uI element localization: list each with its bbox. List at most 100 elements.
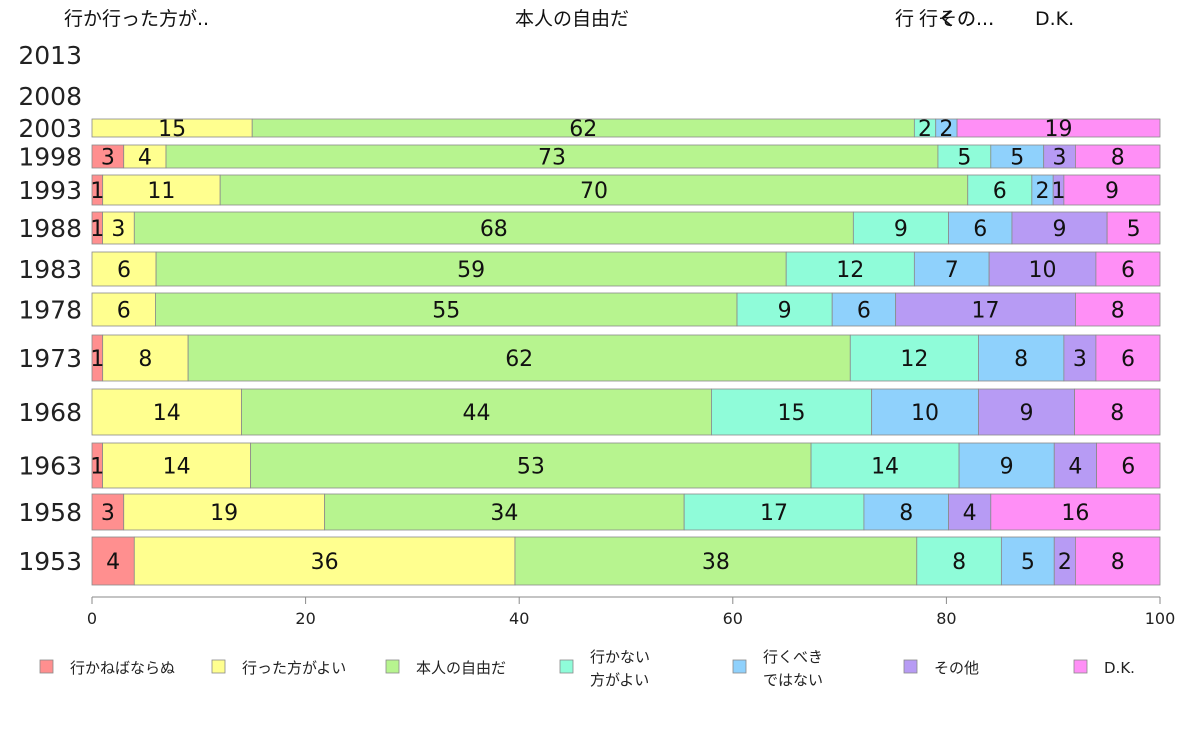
segment-value-label: 8 <box>1110 401 1124 426</box>
bar-segment <box>102 211 135 245</box>
segment-value-label: 2 <box>1058 550 1072 575</box>
x-tick-label: 0 <box>87 609 97 628</box>
segment-labels: 15 62 2 2 193 4 73 5 5 3 81 11 70 6 2 1 91 3 68 9 6 9 56 59 12 7 1… <box>90 117 1140 575</box>
bar-segment <box>187 334 851 382</box>
year-label: 1978 <box>18 296 82 325</box>
segment-value-label: 17 <box>972 299 1000 324</box>
segment-value-label: 19 <box>210 501 238 526</box>
segment-value-label: 4 <box>106 550 120 575</box>
bar-segment <box>155 251 787 287</box>
year-label: 1998 <box>18 143 82 172</box>
legend-swatch <box>903 659 918 674</box>
header-label: その... <box>938 8 994 30</box>
segment-value-label: 36 <box>311 550 339 575</box>
bar-segment <box>849 334 979 382</box>
x-tick-label: 40 <box>509 609 529 628</box>
year-label: 1963 <box>18 452 82 481</box>
legend-label: 行かない <box>590 648 650 666</box>
segment-value-label: 10 <box>911 401 939 426</box>
header-label: 本人の自由だ <box>515 8 629 30</box>
segment-value-label: 9 <box>894 217 908 242</box>
segment-value-label: 15 <box>158 117 186 142</box>
bar-segment <box>948 493 992 531</box>
legend-swatch <box>385 659 400 674</box>
bar-segment <box>1075 144 1161 169</box>
bar-segment <box>978 388 1075 436</box>
segment-value-label: 16 <box>1061 501 1089 526</box>
segment-value-label: 8 <box>1014 347 1028 372</box>
segment-value-label: 9 <box>778 299 792 324</box>
bar-segment <box>1095 251 1161 287</box>
bar-segment <box>916 536 1002 586</box>
segment-value-label: 3 <box>101 146 115 171</box>
header-label: 行 <box>895 8 914 30</box>
segment-value-label: 6 <box>117 299 131 324</box>
segment-value-label: 11 <box>147 179 175 204</box>
legend-swatch <box>39 659 54 674</box>
header-label: 行くの... <box>919 8 994 30</box>
segment-value-label: 14 <box>163 455 191 480</box>
legend-label: その他 <box>934 659 979 677</box>
bar-segment <box>91 388 242 436</box>
bar-segment <box>895 292 1076 327</box>
segment-value-label: 5 <box>957 146 971 171</box>
bar-segment <box>1063 334 1097 382</box>
segment-value-label: 9 <box>1020 401 1034 426</box>
segment-value-label: 2 <box>1036 179 1050 204</box>
bar-segment <box>241 388 712 436</box>
segment-value-label: 17 <box>760 501 788 526</box>
bar-segment <box>1106 211 1161 245</box>
bar-segment <box>810 442 960 489</box>
segment-value-label: 2 <box>918 117 932 142</box>
segment-value-label: 4 <box>963 501 977 526</box>
segment-value-label: 1 <box>90 455 104 480</box>
segment-value-label: 9 <box>1105 179 1119 204</box>
bar-segment <box>967 174 1033 206</box>
legend-swatch <box>211 659 226 674</box>
segment-value-label: 14 <box>153 401 181 426</box>
year-label: 1983 <box>18 255 82 284</box>
x-axis: 0 20 40 60 80 100 <box>87 596 1175 628</box>
segment-value-label: 6 <box>1121 258 1135 283</box>
bar-segment <box>785 251 915 287</box>
year-label: 2013 <box>18 41 82 70</box>
bar-segment <box>102 442 252 489</box>
bar-segment <box>1096 442 1161 489</box>
x-tick-label: 60 <box>723 609 743 628</box>
bar-segment <box>102 174 221 206</box>
bar-segment <box>219 174 969 206</box>
segment-value-label: 6 <box>117 258 131 283</box>
legend-label: 行くべき <box>763 648 823 666</box>
x-tick-label: 80 <box>936 609 956 628</box>
bar-segment <box>956 118 1161 138</box>
segment-value-label: 70 <box>580 179 608 204</box>
legend-label: 行かねばならぬ <box>70 659 175 677</box>
segment-value-label: 7 <box>945 258 959 283</box>
segment-value-label: 6 <box>993 179 1007 204</box>
year-label: 1958 <box>18 498 82 527</box>
bar-segment <box>948 211 1013 245</box>
segment-value-label: 10 <box>1029 258 1057 283</box>
segment-value-label: 1 <box>90 347 104 372</box>
bar-segment <box>155 292 738 327</box>
segment-value-label: 8 <box>138 347 152 372</box>
segment-value-label: 4 <box>1068 455 1082 480</box>
segment-value-label: 6 <box>1121 347 1135 372</box>
year-label: 2003 <box>18 114 82 143</box>
segment-value-label: 3 <box>1073 347 1087 372</box>
legend-swatch <box>559 659 574 674</box>
bar-segment <box>91 251 157 287</box>
header-label: D.K. <box>1035 8 1074 30</box>
legend-label: 方がよい <box>590 671 649 689</box>
segment-value-label: 5 <box>1127 217 1141 242</box>
bar-segment <box>683 493 865 531</box>
x-tick-label: 20 <box>295 609 315 628</box>
segment-value-label: 44 <box>462 401 490 426</box>
segment-value-label: 68 <box>480 217 508 242</box>
bar-segment <box>863 493 949 531</box>
year-label: 1993 <box>18 176 82 205</box>
year-label: 1968 <box>18 398 82 427</box>
